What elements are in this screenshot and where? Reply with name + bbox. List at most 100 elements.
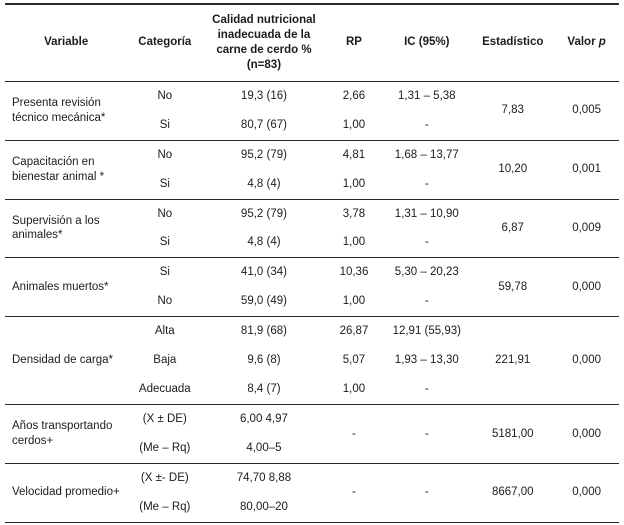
table-row: Si 4,8 (4) 1,00 - xyxy=(5,170,619,199)
cell-rp: - xyxy=(325,462,383,523)
cell-valor: 9,6 (8) xyxy=(247,354,281,367)
header-valor-label: Valor xyxy=(567,36,596,49)
cell-valor: 8,4 (7) xyxy=(247,383,281,396)
cell-valor: 59,0 (49) xyxy=(240,295,287,308)
cell-categoria: Adecuada xyxy=(138,383,191,396)
cell-rp: 4,81 xyxy=(325,139,383,170)
results-table: Variable Categoría Calidad nutricional i… xyxy=(5,2,619,523)
header-p-label: p xyxy=(598,36,606,49)
header-row: Variable Categoría Calidad nutricional i… xyxy=(5,2,619,82)
cell-ic: 1,31 – 10,90 xyxy=(382,198,472,229)
cell-variable: Supervisión a los animales* xyxy=(5,198,128,258)
cell-ic: 12,91 (55,93) xyxy=(382,316,472,347)
table-body: Presenta revisión técnico mecánica* No 19,… xyxy=(5,80,619,523)
cell-ic: - xyxy=(424,177,429,190)
cell-estadistico: 6,87 xyxy=(471,198,555,258)
header-estadistico: Estadístico xyxy=(471,2,555,82)
cell-rp: 1,00 xyxy=(342,236,366,249)
cell-estadistico: 221,91 xyxy=(471,316,555,405)
cell-estadistico: 10,20 xyxy=(471,139,555,199)
cell-variable: Presenta revisión técnico mecánica* xyxy=(5,80,128,141)
table-row: Adecuada 8,4 (7) 1,00 - xyxy=(5,375,619,404)
cell-rp: 1,00 xyxy=(342,383,366,396)
table-row: Capacitación en bienestar animal * No 95,2… xyxy=(5,139,619,199)
header-valor-p: Valor p xyxy=(554,2,619,82)
results-table-container: Variable Categoría Calidad nutricional i… xyxy=(5,2,619,525)
cell-rp: 1,00 xyxy=(342,295,366,308)
cell-ic: - xyxy=(424,118,429,131)
cell-valor-p: 0,000 xyxy=(554,257,619,317)
cell-ic: 5,30 – 20,23 xyxy=(382,257,472,288)
cell-categoria: (X ±- DE) xyxy=(127,462,203,493)
cell-variable: Velocidad promedio+ xyxy=(5,462,128,523)
header-variable: Variable xyxy=(5,2,128,82)
cell-rp: 1,00 xyxy=(342,177,366,190)
cell-rp: 5,07 xyxy=(342,354,366,367)
cell-valor: 19,3 (16) xyxy=(202,80,326,111)
cell-valor: 80,7 (67) xyxy=(240,118,287,131)
cell-valor: 95,2 (79) xyxy=(202,198,326,229)
cell-valor-p: 0,000 xyxy=(554,404,619,464)
cell-ic: - xyxy=(424,295,429,308)
table-row: Densidad de carga* Alta 81,9 (68) 26,87 12,9… xyxy=(5,316,619,405)
cell-variable: Años transportando cerdos+ xyxy=(5,404,128,464)
cell-ic: - xyxy=(424,236,429,249)
cell-valor: 74,70 8,88 xyxy=(202,462,326,493)
cell-valor: 6,00 4,97 xyxy=(202,404,326,434)
cell-valor-p: 0,000 xyxy=(554,462,619,523)
cell-ic: - xyxy=(382,404,472,464)
cell-valor-p: 0,005 xyxy=(554,80,619,141)
cell-categoria: Alta xyxy=(127,316,203,347)
table-row: Supervisión a los animales* No 95,2 (79) 3,… xyxy=(5,198,619,258)
cell-estadistico: 59,78 xyxy=(471,257,555,317)
table-row: (Me – Rq) 80,00–20 xyxy=(5,493,619,522)
cell-rp: 3,78 xyxy=(325,198,383,229)
cell-variable: Animales muertos* xyxy=(5,257,128,317)
table-row: Presenta revisión técnico mecánica* No 19,… xyxy=(5,80,619,141)
cell-categoria: Si xyxy=(127,257,203,288)
cell-categoria: (Me – Rq) xyxy=(139,500,191,513)
cell-estadistico: 8667,00 xyxy=(471,462,555,523)
header-ic: IC (95%) xyxy=(382,2,472,82)
cell-valor-p: 0,000 xyxy=(554,316,619,405)
cell-estadistico: 5181,00 xyxy=(471,404,555,464)
cell-rp: 26,87 xyxy=(325,316,383,347)
cell-categoria: Si xyxy=(159,236,170,249)
cell-valor: 4,8 (4) xyxy=(247,177,281,190)
cell-categoria: No xyxy=(157,295,173,308)
table-row: Baja 9,6 (8) 5,07 1,93 – 13,30 xyxy=(5,346,619,375)
cell-valor: 81,9 (68) xyxy=(202,316,326,347)
table-row: Velocidad promedio+ (X ±- DE) 74,70 8,88- -… xyxy=(5,462,619,523)
cell-valor-p: 0,009 xyxy=(554,198,619,258)
header-categoria: Categoría xyxy=(127,2,203,82)
cell-valor: 4,8 (4) xyxy=(247,236,281,249)
table-row: No 59,0 (49) 1,00 - xyxy=(5,287,619,316)
cell-valor: 41,0 (34) xyxy=(202,257,326,288)
table-row: Animales muertos* Si 41,0 (34) 10,36 5,30 – … xyxy=(5,257,619,317)
table-row: Años transportando cerdos+ (X ± DE) 6,00 4… xyxy=(5,404,619,464)
cell-categoria: Baja xyxy=(153,354,177,367)
header-rp: RP xyxy=(325,2,383,82)
table-row: Si 80,7 (67) 1,00 - xyxy=(5,111,619,140)
cell-rp: 10,36 xyxy=(325,257,383,288)
header-calidad-nutricional: Calidad nutricional inadecuada de la car… xyxy=(202,2,326,82)
cell-variable: Densidad de carga* xyxy=(5,316,128,405)
cell-rp: 2,66 xyxy=(325,80,383,111)
cell-categoria: No xyxy=(127,80,203,111)
cell-categoria: (X ± DE) xyxy=(127,404,203,434)
cell-ic: 1,31 – 5,38 xyxy=(382,80,472,111)
cell-valor: 95,2 (79) xyxy=(202,139,326,170)
cell-estadistico: 7,83 xyxy=(471,80,555,141)
cell-ic: - xyxy=(382,462,472,523)
cell-categoria: Si xyxy=(159,177,170,190)
cell-valor: 4,00–5 xyxy=(246,442,282,454)
cell-rp: 1,00 xyxy=(342,118,366,131)
cell-ic: - xyxy=(424,383,429,396)
table-row: Si 4,8 (4) 1,00 - xyxy=(5,228,619,257)
cell-categoria: No xyxy=(127,198,203,229)
cell-valor-p: 0,001 xyxy=(554,139,619,199)
cell-categoria: (Me – Rq) xyxy=(139,442,191,454)
cell-ic: 1,93 – 13,30 xyxy=(394,354,459,367)
cell-variable: Capacitación en bienestar animal * xyxy=(5,139,128,199)
cell-rp: - xyxy=(325,404,383,464)
